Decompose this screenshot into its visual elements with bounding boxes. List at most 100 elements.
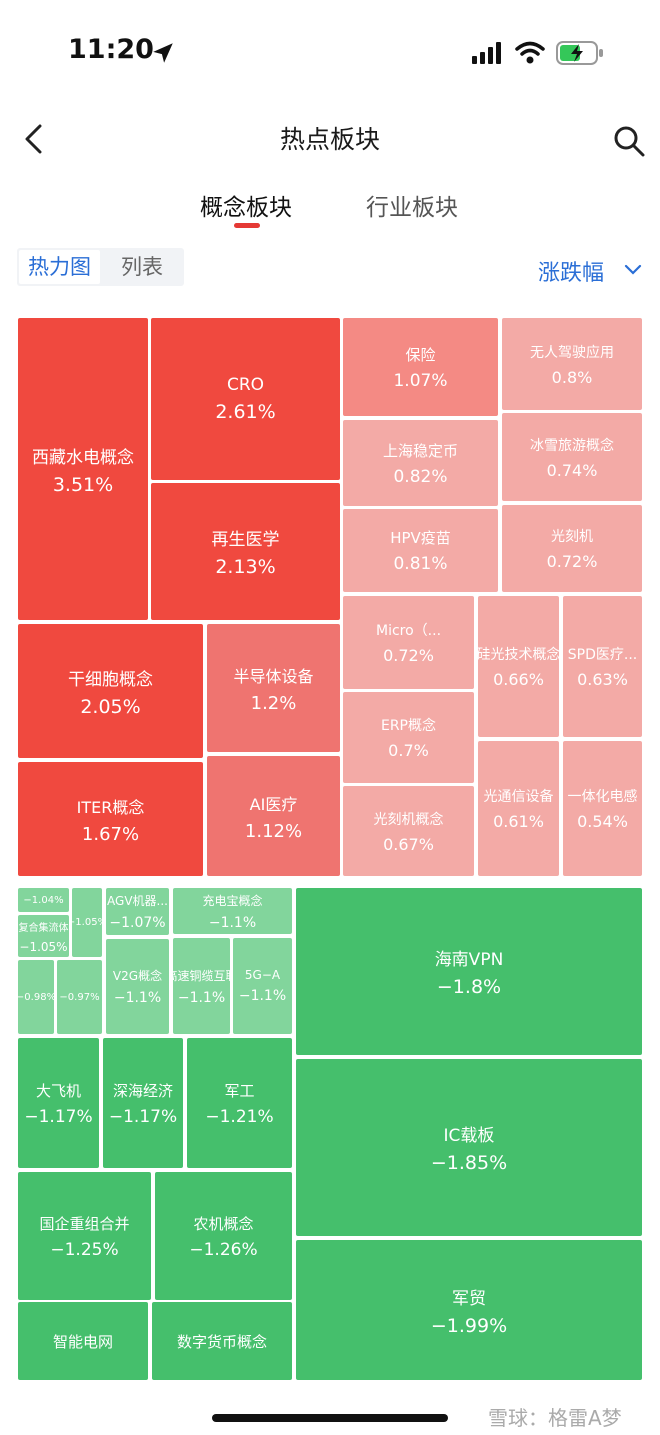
sector-cell[interactable]: 深海经济 −1.17%	[103, 1038, 183, 1168]
sector-change: −1.26%	[189, 1239, 258, 1260]
sector-cell[interactable]: 光刻机 0.72%	[502, 505, 642, 592]
sector-cell[interactable]: CRO 2.61%	[151, 318, 340, 480]
sector-name: Micro（...	[375, 623, 442, 639]
sector-change: 2.13%	[215, 556, 276, 578]
sector-cell[interactable]: 智能电网	[18, 1302, 148, 1380]
sector-name: 国企重组合并	[39, 1214, 130, 1233]
sector-change: −1.1%	[177, 989, 226, 1006]
sector-change: 0.67%	[383, 834, 434, 854]
sector-cell[interactable]: 海南VPN −1.8%	[296, 888, 642, 1055]
watermark: 雪球：格雷A梦	[488, 1406, 622, 1430]
sector-change: 0.66%	[493, 670, 544, 689]
sector-name: IC载板	[443, 1126, 495, 1146]
sector-cell[interactable]: 干细胞概念 2.05%	[18, 624, 203, 758]
sector-change: 0.63%	[577, 670, 628, 689]
sector-cell[interactable]: 光刻机概念 0.67%	[343, 786, 474, 876]
sector-name: 光通信设备	[483, 789, 554, 805]
sector-cell[interactable]: 军工 −1.21%	[187, 1038, 292, 1168]
sector-cell[interactable]: −0.97%	[57, 960, 102, 1034]
sector-cell[interactable]: 再生医学 2.13%	[151, 483, 340, 620]
status-time: 11:20	[68, 34, 154, 65]
sector-cell[interactable]: 光通信设备 0.61%	[478, 741, 559, 876]
page-title: 热点板块	[279, 125, 380, 154]
sector-cell[interactable]: 大飞机 −1.17%	[18, 1038, 99, 1168]
search-icon[interactable]	[612, 124, 646, 158]
sector-cell[interactable]: V2G概念 −1.1%	[106, 939, 169, 1034]
tab-industry[interactable]: 行业板块	[366, 195, 458, 221]
sector-change: 1.12%	[244, 820, 303, 842]
sector-name: 农机概念	[193, 1214, 254, 1233]
sector-cell[interactable]: 数字货币概念	[152, 1302, 292, 1380]
back-chevron-icon[interactable]	[20, 122, 50, 156]
sector-cell[interactable]: AGV机器... −1.07%	[106, 888, 169, 935]
sector-name: 智能电网	[52, 1332, 113, 1351]
sector-cell[interactable]: 半导体设备 1.2%	[207, 624, 340, 752]
sector-change: −1.07%	[109, 915, 166, 931]
sector-cell[interactable]: −1.05%	[72, 888, 102, 957]
sector-name: AI医疗	[249, 794, 298, 814]
sector-cell[interactable]: 5G−A −1.1%	[233, 938, 292, 1034]
sector-cell[interactable]: 充电宝概念 −1.1%	[173, 888, 292, 934]
sector-name: 充电宝概念	[202, 893, 263, 908]
sector-name: 数字货币概念	[176, 1332, 267, 1351]
sector-change: −1.1%	[238, 988, 287, 1004]
sector-cell[interactable]: 西藏水电概念 3.51%	[18, 318, 148, 620]
sector-change: 0.81%	[393, 554, 448, 574]
sector-name: 光刻机概念	[373, 811, 444, 828]
sector-cell[interactable]: 农机概念 −1.26%	[155, 1172, 292, 1300]
chevron-down-icon[interactable]	[624, 260, 642, 278]
sector-name: 大飞机	[35, 1081, 81, 1100]
sector-cell[interactable]: AI医疗 1.12%	[207, 756, 340, 876]
cellular-signal-icon	[472, 42, 501, 64]
sector-cell[interactable]: ITER概念 1.67%	[18, 762, 203, 876]
sector-cell[interactable]: HPV疫苗 0.81%	[343, 509, 498, 592]
sector-cell[interactable]: 保险 1.07%	[343, 318, 498, 416]
sector-name: 高速铜缆互联	[173, 968, 230, 983]
sector-change: 0.61%	[493, 812, 544, 831]
sector-name: 再生医学	[211, 530, 280, 550]
sector-change: −1.17%	[24, 1106, 93, 1127]
sector-name: 半导体设备	[233, 666, 314, 686]
sector-change: 0.8%	[551, 367, 593, 387]
sector-cell[interactable]: SPD医疗... 0.63%	[563, 596, 642, 737]
sector-cell[interactable]: 高速铜缆互联 −1.1%	[173, 938, 230, 1034]
sector-change: −0.97%	[59, 991, 100, 1003]
sector-name: V2G概念	[112, 969, 163, 983]
tab-concept[interactable]: 概念板块	[200, 195, 292, 221]
sector-cell[interactable]: −1.04%	[18, 888, 69, 912]
sector-cell[interactable]: 国企重组合并 −1.25%	[18, 1172, 151, 1300]
sector-cell[interactable]: 冰雪旅游概念 0.74%	[502, 413, 642, 501]
sector-name: HPV疫苗	[390, 529, 451, 547]
toggle-list[interactable]: 列表	[121, 255, 163, 279]
sector-cell[interactable]: 硅光技术概念 0.66%	[478, 596, 559, 737]
sector-change: 0.82%	[393, 466, 448, 487]
sector-cell[interactable]: 一体化电感 0.54%	[563, 741, 642, 876]
toggle-heatmap[interactable]: 热力图	[19, 250, 100, 284]
sector-cell[interactable]: 上海稳定币 0.82%	[343, 420, 498, 506]
sector-cell[interactable]: 无人驾驶应用 0.8%	[502, 318, 642, 410]
sector-change: 2.61%	[215, 401, 276, 423]
sector-change: −1.04%	[23, 894, 64, 906]
sector-change: −1.1%	[208, 914, 257, 931]
location-arrow-icon	[153, 43, 173, 63]
sector-change: 1.2%	[250, 692, 297, 714]
sector-change: 1.67%	[81, 823, 140, 845]
sector-name: 干细胞概念	[68, 669, 153, 690]
sector-name: 西藏水电概念	[32, 447, 134, 468]
sector-name: 5G−A	[244, 968, 281, 982]
sector-name: CRO	[226, 375, 265, 395]
sector-cell[interactable]: −0.98%	[18, 960, 54, 1034]
sector-name: 军贸	[452, 1288, 486, 1309]
sector-cell[interactable]: IC载板 −1.85%	[296, 1059, 642, 1236]
sector-cell[interactable]: 复合集流体 −1.05%	[18, 915, 69, 957]
sector-name: 深海经济	[112, 1081, 173, 1100]
sector-name: AGV机器...	[107, 894, 168, 908]
sector-cell[interactable]: Micro（... 0.72%	[343, 596, 474, 689]
sort-dropdown[interactable]: 涨跌幅	[538, 261, 605, 286]
sector-name: 无人驾驶应用	[530, 344, 614, 361]
sector-cell[interactable]: ERP概念 0.7%	[343, 692, 474, 783]
sector-change: −0.98%	[18, 991, 54, 1003]
sector-name: SPD医疗...	[567, 647, 638, 663]
battery-charging-icon	[556, 41, 603, 65]
sector-cell[interactable]: 军贸 −1.99%	[296, 1240, 642, 1380]
